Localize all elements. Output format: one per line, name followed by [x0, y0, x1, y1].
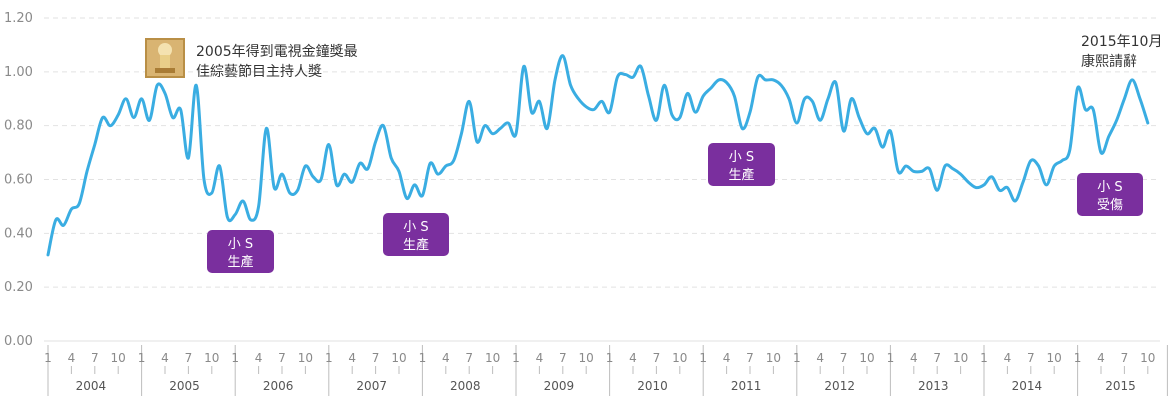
x-month-label: 4 — [816, 351, 824, 365]
x-month-label: 4 — [536, 351, 544, 365]
x-month-label: 7 — [840, 351, 848, 365]
badge-2007-line-2: 生產 — [403, 237, 429, 253]
badge-2007-box — [383, 213, 449, 256]
x-month-label: 10 — [1140, 351, 1155, 365]
x-month-label: 4 — [68, 351, 76, 365]
x-year-label: 2012 — [824, 379, 855, 393]
badge-2011-line-1: 小 S — [729, 150, 754, 165]
x-month-label: 4 — [629, 351, 637, 365]
y-tick-label: 0.20 — [4, 280, 33, 295]
badge-2015: 小 S 受傷 — [1077, 173, 1143, 216]
x-month-label: 10 — [579, 351, 594, 365]
x-month-label: 4 — [1097, 351, 1105, 365]
x-month-label: 10 — [859, 351, 874, 365]
kangxi-note-line-2: 康熙請辭 — [1081, 53, 1137, 70]
y-tick-label: 0.60 — [4, 173, 33, 188]
y-tick-label: 0.00 — [4, 334, 33, 349]
x-year-label: 2014 — [1012, 379, 1043, 393]
series-line — [46, 54, 1150, 257]
x-month-label: 4 — [442, 351, 450, 365]
badge-2015-line-1: 小 S — [1097, 180, 1122, 195]
x-month-label: 1 — [887, 351, 895, 365]
x-year-label: 2011 — [731, 379, 762, 393]
y-axis-tick-labels: 0.00 0.20 0.40 0.60 0.80 1.00 1.20 — [4, 11, 33, 349]
x-month-label: 1 — [606, 351, 614, 365]
x-year-label: 2007 — [356, 379, 387, 393]
badge-2005: 小 S 生產 — [207, 230, 274, 273]
x-month-label: 7 — [465, 351, 473, 365]
x-month-label: 1 — [44, 351, 52, 365]
x-month-label: 7 — [372, 351, 380, 365]
x-month-label: 4 — [723, 351, 731, 365]
x-month-label: 1 — [980, 351, 988, 365]
x-month-label: 4 — [348, 351, 356, 365]
badge-2011-line-2: 生產 — [728, 167, 754, 183]
x-month-label: 7 — [746, 351, 754, 365]
gridlines — [44, 17, 1160, 342]
badge-2005-line-1: 小 S — [228, 237, 253, 252]
x-month-label: 4 — [910, 351, 918, 365]
x-year-label: 2006 — [263, 379, 294, 393]
x-month-label: 10 — [953, 351, 968, 365]
badge-2015-box — [1077, 173, 1143, 216]
x-month-label: 7 — [559, 351, 567, 365]
x-month-label: 10 — [1047, 351, 1062, 365]
x-month-label: 10 — [766, 351, 781, 365]
x-month-label: 1 — [231, 351, 239, 365]
x-month-label: 1 — [512, 351, 520, 365]
x-month-label: 7 — [91, 351, 99, 365]
badge-2007: 小 S 生產 — [383, 213, 449, 256]
x-month-label: 1 — [1074, 351, 1082, 365]
x-year-label: 2005 — [169, 379, 200, 393]
x-year-label: 2010 — [637, 379, 668, 393]
badge-2005-box — [207, 230, 274, 273]
badge-2005-line-2: 生產 — [227, 254, 253, 270]
x-month-label: 10 — [672, 351, 687, 365]
y-tick-label: 1.00 — [4, 65, 33, 80]
y-tick-label: 0.40 — [4, 226, 33, 241]
annotation-award: 2005年得到電視金鐘獎最 佳綜藝節目主持人獎 — [145, 38, 358, 80]
x-month-label: 10 — [204, 351, 219, 365]
x-month-label: 7 — [653, 351, 661, 365]
x-year-label: 2004 — [76, 379, 107, 393]
x-month-label: 1 — [793, 351, 801, 365]
kangxi-note-line-1: 2015年10月 — [1081, 34, 1162, 50]
award-note-line-1: 2005年得到電視金鐘獎最 — [196, 43, 358, 60]
award-note-line-2: 佳綜藝節目主持人獎 — [196, 63, 322, 80]
x-month-label: 4 — [161, 351, 169, 365]
badge-2015-line-2: 受傷 — [1097, 198, 1123, 213]
x-month-label: 1 — [419, 351, 427, 365]
x-month-label: 10 — [485, 351, 500, 365]
x-month-label: 4 — [255, 351, 263, 365]
trophy-image — [145, 38, 185, 78]
x-year-label: 2013 — [918, 379, 949, 393]
x-month-label: 7 — [1027, 351, 1035, 365]
x-month-label: 10 — [391, 351, 406, 365]
x-year-label: 2008 — [450, 379, 481, 393]
x-month-label: 1 — [699, 351, 707, 365]
badge-2011-box — [708, 143, 775, 186]
x-month-label: 7 — [1121, 351, 1129, 365]
annotation-kangxi: 2015年10月 康熙請辭 — [1081, 34, 1162, 70]
x-month-label: 10 — [111, 351, 126, 365]
x-month-label: 1 — [325, 351, 333, 365]
x-month-label: 7 — [933, 351, 941, 365]
x-month-label: 7 — [278, 351, 286, 365]
y-tick-label: 1.20 — [4, 11, 33, 26]
x-month-label: 4 — [1004, 351, 1012, 365]
x-year-label: 2009 — [544, 379, 575, 393]
x-month-label: 10 — [298, 351, 313, 365]
x-month-label: 1 — [138, 351, 146, 365]
badge-2011: 小 S 生產 — [708, 143, 775, 186]
x-year-label: 2015 — [1105, 379, 1136, 393]
badge-2007-line-1: 小 S — [403, 220, 428, 235]
y-tick-label: 0.80 — [4, 119, 33, 134]
x-month-label: 7 — [185, 351, 193, 365]
